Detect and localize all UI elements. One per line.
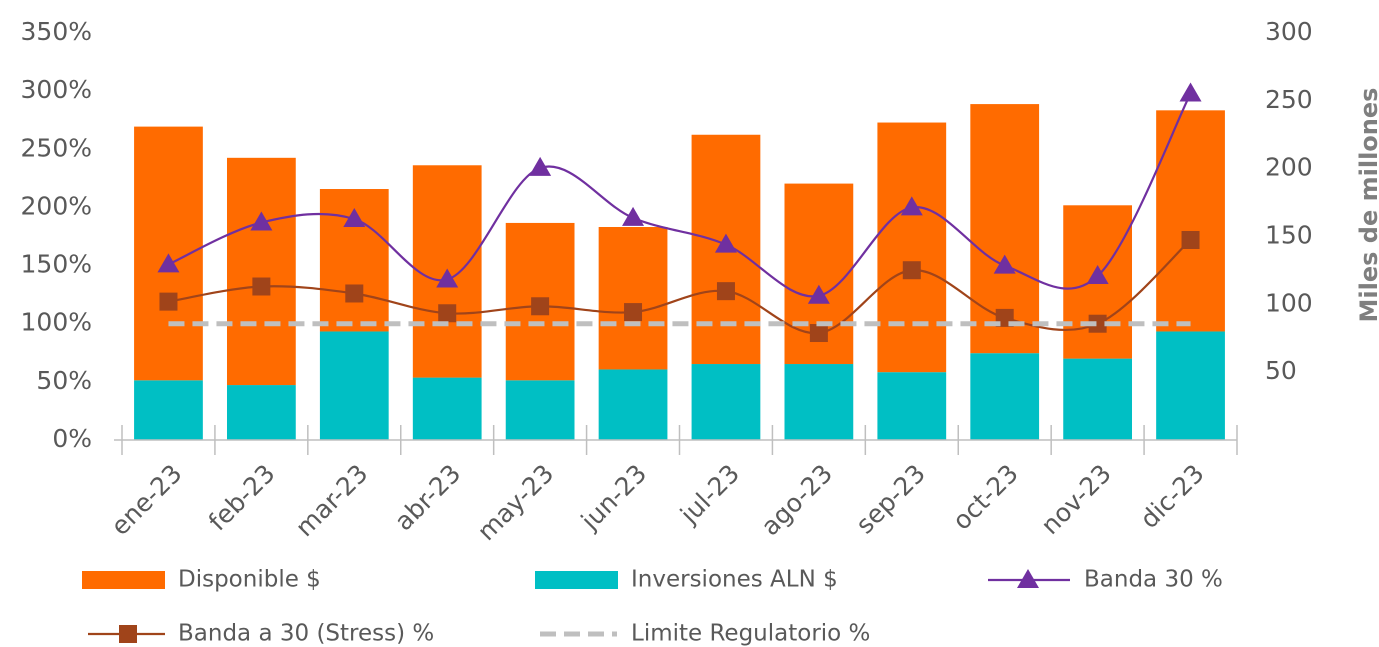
bar xyxy=(784,364,854,440)
marker xyxy=(529,156,552,176)
legend-label: Disponible $ xyxy=(178,567,321,593)
bar xyxy=(505,380,575,440)
x-tick-label: ene-23 xyxy=(105,459,187,541)
y-tick-label: 50% xyxy=(36,366,92,395)
marker xyxy=(900,196,923,216)
marker xyxy=(159,292,178,311)
bar xyxy=(412,377,482,440)
x-tick-label: jun-23 xyxy=(575,459,652,536)
y-tick-label: 100% xyxy=(21,308,92,337)
y-tick-label: 250% xyxy=(21,133,92,162)
marker xyxy=(119,625,137,643)
x-tick-label: jul-23 xyxy=(674,459,745,530)
y-tick-label: 300% xyxy=(21,75,92,104)
bar xyxy=(319,331,389,440)
y2-tick-label: 250 xyxy=(1265,85,1313,114)
x-tick-label: oct-23 xyxy=(947,459,1024,536)
marker xyxy=(807,284,830,304)
y2-tick-label: 200 xyxy=(1265,153,1313,182)
x-tick-label: mar-23 xyxy=(290,459,374,543)
bar xyxy=(877,122,947,373)
legend-label: Limite Regulatorio % xyxy=(631,621,870,647)
marker xyxy=(343,208,366,228)
bar xyxy=(877,372,947,440)
legend-label: Inversiones ALN $ xyxy=(631,567,838,593)
bar xyxy=(598,227,668,370)
x-tick-label: nov-23 xyxy=(1035,459,1116,540)
marker xyxy=(1179,82,1202,102)
y2-tick-label: 150 xyxy=(1265,221,1313,250)
marker xyxy=(345,284,364,303)
marker xyxy=(1088,314,1107,333)
marker xyxy=(993,254,1016,274)
y2-tick-label: 300 xyxy=(1265,17,1313,46)
legend-label: Banda a 30 (Stress) % xyxy=(178,621,434,647)
marker xyxy=(436,268,459,288)
bar xyxy=(134,380,203,440)
y-tick-label: 350% xyxy=(21,17,92,46)
bar xyxy=(226,157,296,386)
marker xyxy=(809,324,828,343)
bar xyxy=(226,385,296,440)
x-tick-label: feb-23 xyxy=(203,459,281,537)
marker xyxy=(1086,265,1109,285)
y-tick-label: 150% xyxy=(21,250,92,279)
x-tick-label: sep-23 xyxy=(850,459,931,540)
marker xyxy=(438,304,457,323)
marker xyxy=(902,261,921,280)
bar xyxy=(1156,331,1225,440)
marker xyxy=(622,206,645,226)
marker xyxy=(531,297,550,316)
marker xyxy=(1017,569,1039,588)
x-tick-label: abr-23 xyxy=(389,459,467,537)
y2-axis-title: Miles de millones xyxy=(1355,88,1379,323)
legend-swatch xyxy=(82,571,165,589)
bar xyxy=(1063,358,1133,440)
marker xyxy=(252,277,271,296)
y-tick-label: 200% xyxy=(21,191,92,220)
x-tick-label: dic-23 xyxy=(1134,459,1209,534)
marker xyxy=(157,253,180,273)
y-tick-label: 0% xyxy=(52,424,92,453)
x-tick-label: ago-23 xyxy=(755,459,838,542)
marker xyxy=(250,211,273,231)
marker xyxy=(716,282,735,301)
marker xyxy=(624,303,643,322)
y2-tick-label: 100 xyxy=(1265,288,1313,317)
marker xyxy=(1181,230,1200,249)
x-tick-label: may-23 xyxy=(472,459,560,547)
bar xyxy=(970,353,1040,440)
legend-swatch xyxy=(535,571,618,589)
bar xyxy=(691,364,761,440)
bar xyxy=(598,369,668,440)
marker xyxy=(714,233,737,253)
y2-tick-label: 50 xyxy=(1265,356,1297,385)
bar xyxy=(1156,110,1225,332)
legend-label: Banda 30 % xyxy=(1084,567,1223,593)
